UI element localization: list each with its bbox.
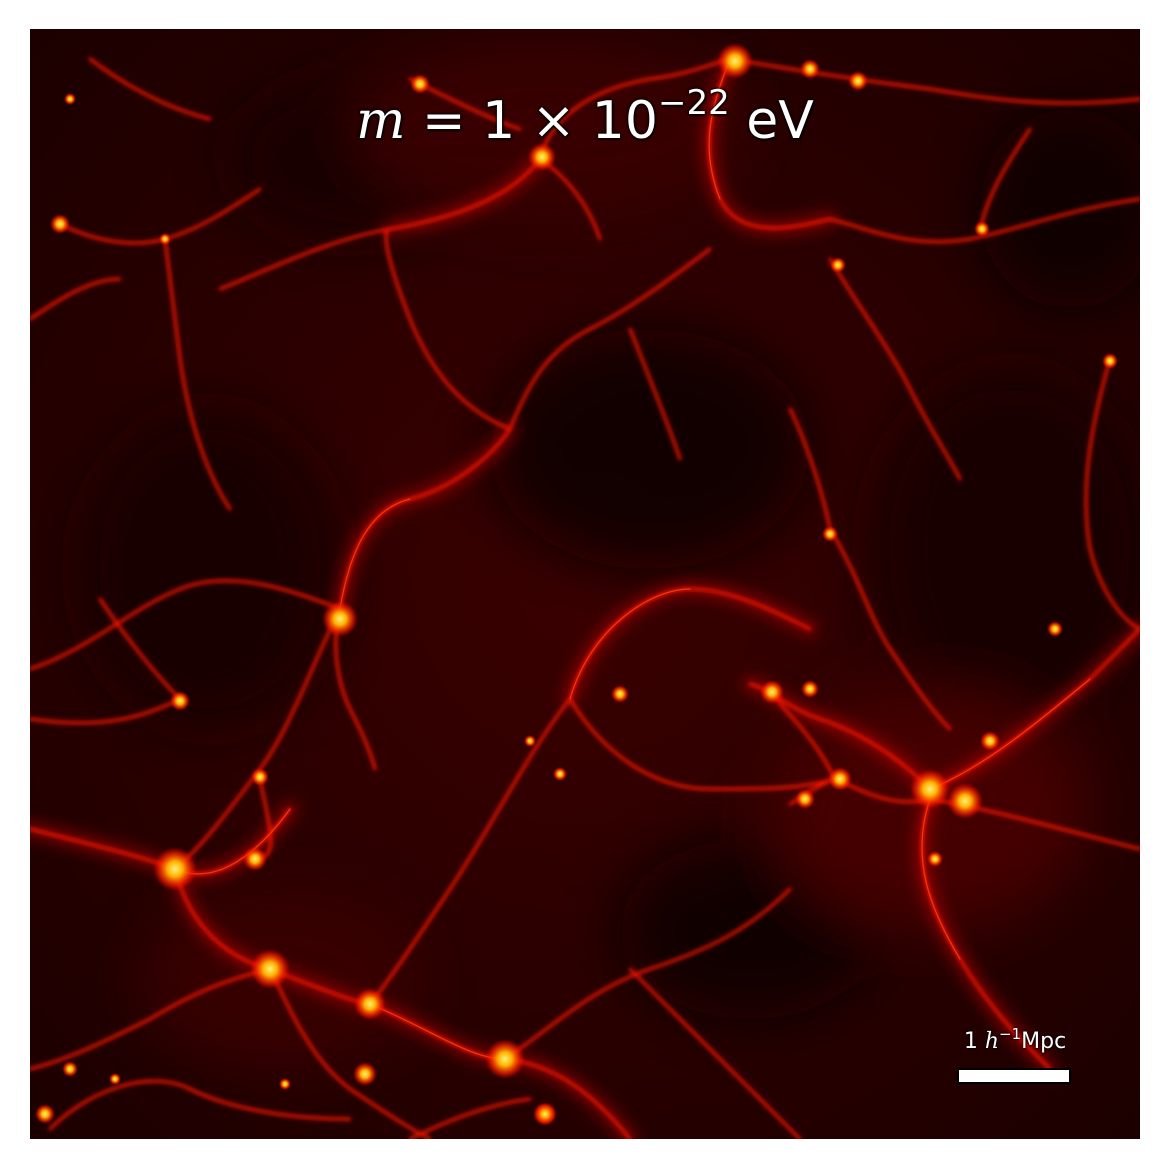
scale-bar-exponent: −1: [999, 1025, 1022, 1043]
cosmic-web-density-map: [30, 29, 1140, 1139]
mass-value: = 1 × 10: [405, 91, 658, 151]
mass-variable: m: [356, 91, 406, 151]
scale-bar-label: 1 h−1Mpc: [940, 1027, 1090, 1055]
scale-bar-h: h: [984, 1029, 999, 1054]
scale-bar-prefix: 1: [963, 1029, 985, 1054]
scale-bar-unit: Mpc: [1021, 1029, 1067, 1054]
scale-bar: [957, 1068, 1071, 1084]
density-map-panel: m = 1 × 10−22 eV 1 h−1Mpc: [30, 29, 1140, 1139]
mass-unit: eV: [729, 91, 814, 151]
particle-mass-label: m = 1 × 10−22 eV: [30, 86, 1140, 151]
mass-exponent: −22: [657, 83, 730, 123]
